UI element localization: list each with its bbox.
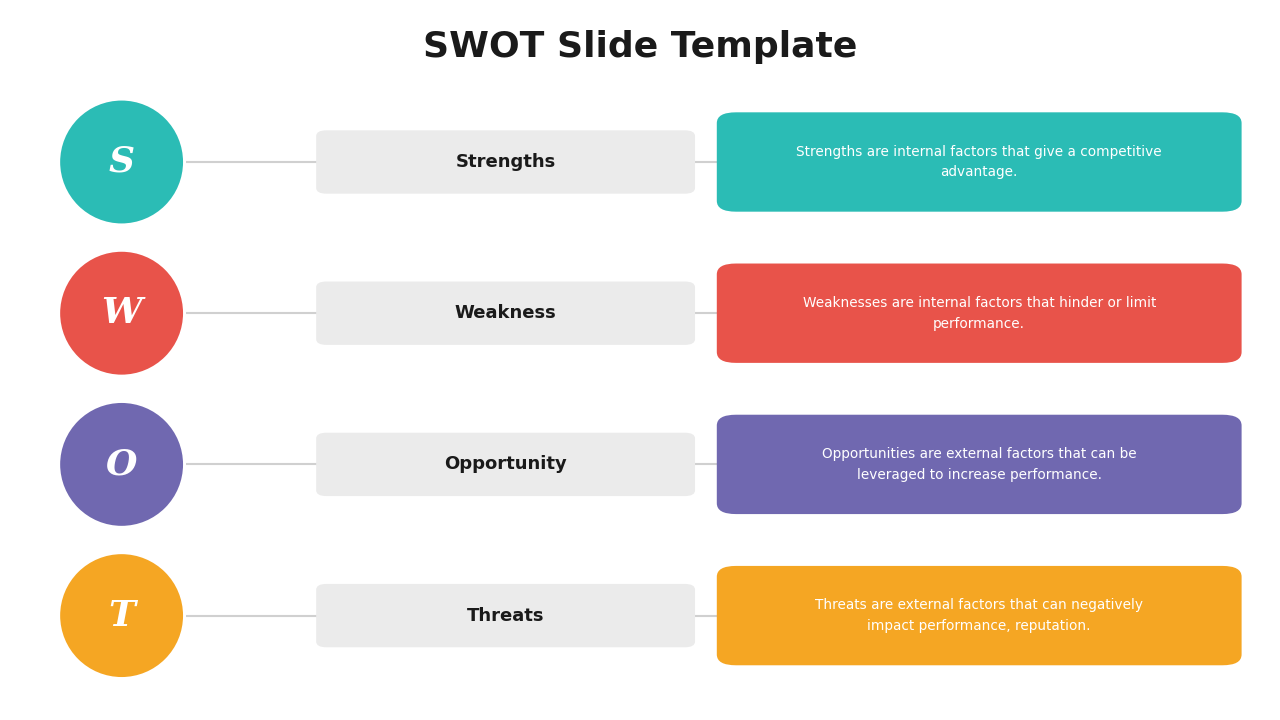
Text: Weakness: Weakness <box>454 304 557 323</box>
Ellipse shape <box>60 101 183 223</box>
FancyBboxPatch shape <box>717 566 1242 665</box>
Text: Opportunity: Opportunity <box>444 455 567 474</box>
Text: SWOT Slide Template: SWOT Slide Template <box>422 30 858 64</box>
FancyBboxPatch shape <box>316 282 695 345</box>
Text: W: W <box>101 296 142 330</box>
Ellipse shape <box>60 403 183 526</box>
Text: O: O <box>106 447 137 482</box>
Text: S: S <box>109 145 134 179</box>
Text: Strengths are internal factors that give a competitive
advantage.: Strengths are internal factors that give… <box>796 145 1162 179</box>
Ellipse shape <box>60 554 183 677</box>
FancyBboxPatch shape <box>316 130 695 194</box>
Text: Strengths: Strengths <box>456 153 556 171</box>
Text: Weaknesses are internal factors that hinder or limit
performance.: Weaknesses are internal factors that hin… <box>803 296 1156 330</box>
FancyBboxPatch shape <box>717 112 1242 212</box>
Text: T: T <box>109 598 134 633</box>
FancyBboxPatch shape <box>717 415 1242 514</box>
FancyBboxPatch shape <box>316 584 695 647</box>
FancyBboxPatch shape <box>717 264 1242 363</box>
Ellipse shape <box>60 252 183 374</box>
Text: Threats are external factors that can negatively
impact performance, reputation.: Threats are external factors that can ne… <box>815 598 1143 633</box>
Text: Threats: Threats <box>467 606 544 624</box>
FancyBboxPatch shape <box>316 433 695 496</box>
Text: Opportunities are external factors that can be
leveraged to increase performance: Opportunities are external factors that … <box>822 447 1137 482</box>
